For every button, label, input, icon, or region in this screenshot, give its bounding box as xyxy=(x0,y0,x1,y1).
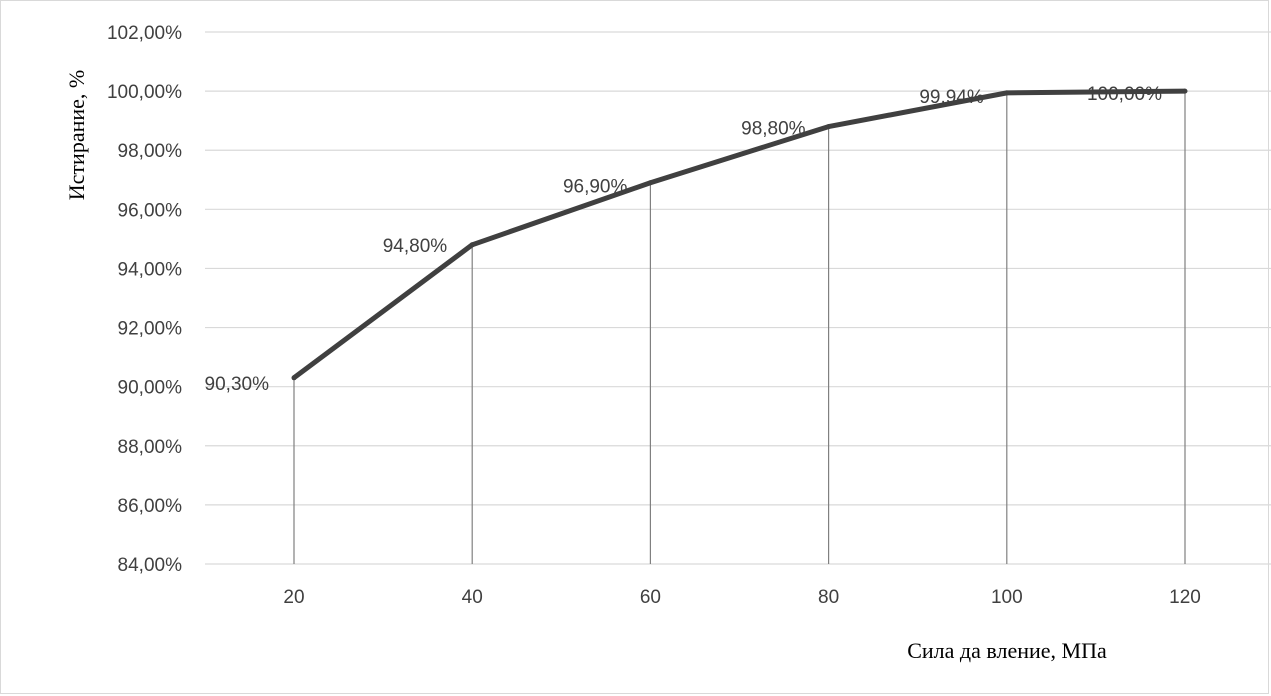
data-label: 100,00% xyxy=(1087,84,1162,105)
y-tick-label: 90,00% xyxy=(118,378,183,399)
y-tick-label: 88,00% xyxy=(118,437,183,458)
data-point xyxy=(647,180,653,186)
gridlines xyxy=(205,31,1271,565)
y-axis-title: Истирание, % xyxy=(64,70,89,200)
series xyxy=(291,88,1188,381)
drop-lines xyxy=(293,91,1186,564)
y-tick-label: 100,00% xyxy=(107,82,182,103)
x-axis-title: Сила да вление, МПа xyxy=(907,638,1107,663)
y-tick-label: 86,00% xyxy=(118,496,183,517)
y-tick-label: 102,00% xyxy=(107,23,182,44)
data-label: 90,30% xyxy=(205,374,270,395)
data-point xyxy=(469,242,475,248)
x-tick-label: 100 xyxy=(991,587,1023,608)
x-tick-label: 20 xyxy=(283,587,304,608)
y-tick-label: 96,00% xyxy=(118,200,183,221)
data-label: 99,94% xyxy=(919,87,984,108)
data-point xyxy=(826,124,832,130)
data-labels: 90,30% 94,80% 96,90% 98,80% 99,94% 100,00% xyxy=(205,84,1163,395)
y-tick-label: 92,00% xyxy=(118,319,183,340)
y-tick-label: 98,00% xyxy=(118,141,183,162)
y-tick-label: 94,00% xyxy=(118,259,183,280)
data-label: 98,80% xyxy=(741,119,806,140)
x-tick-label: 80 xyxy=(818,587,839,608)
data-label: 94,80% xyxy=(383,236,448,257)
x-tick-label: 40 xyxy=(462,587,483,608)
data-point xyxy=(291,375,297,381)
y-tick-label: 84,00% xyxy=(118,555,183,576)
data-label: 96,90% xyxy=(563,177,628,198)
y-axis-ticks: 84,00% 86,00% 88,00% 90,00% 92,00% 94,00% 96,0… xyxy=(107,23,182,576)
data-point xyxy=(1182,88,1188,94)
series-line xyxy=(292,88,1186,380)
x-axis-ticks: 20 40 60 80 100 120 xyxy=(283,587,1200,608)
data-point xyxy=(1004,90,1010,96)
x-tick-label: 120 xyxy=(1169,587,1201,608)
x-tick-label: 60 xyxy=(640,587,661,608)
